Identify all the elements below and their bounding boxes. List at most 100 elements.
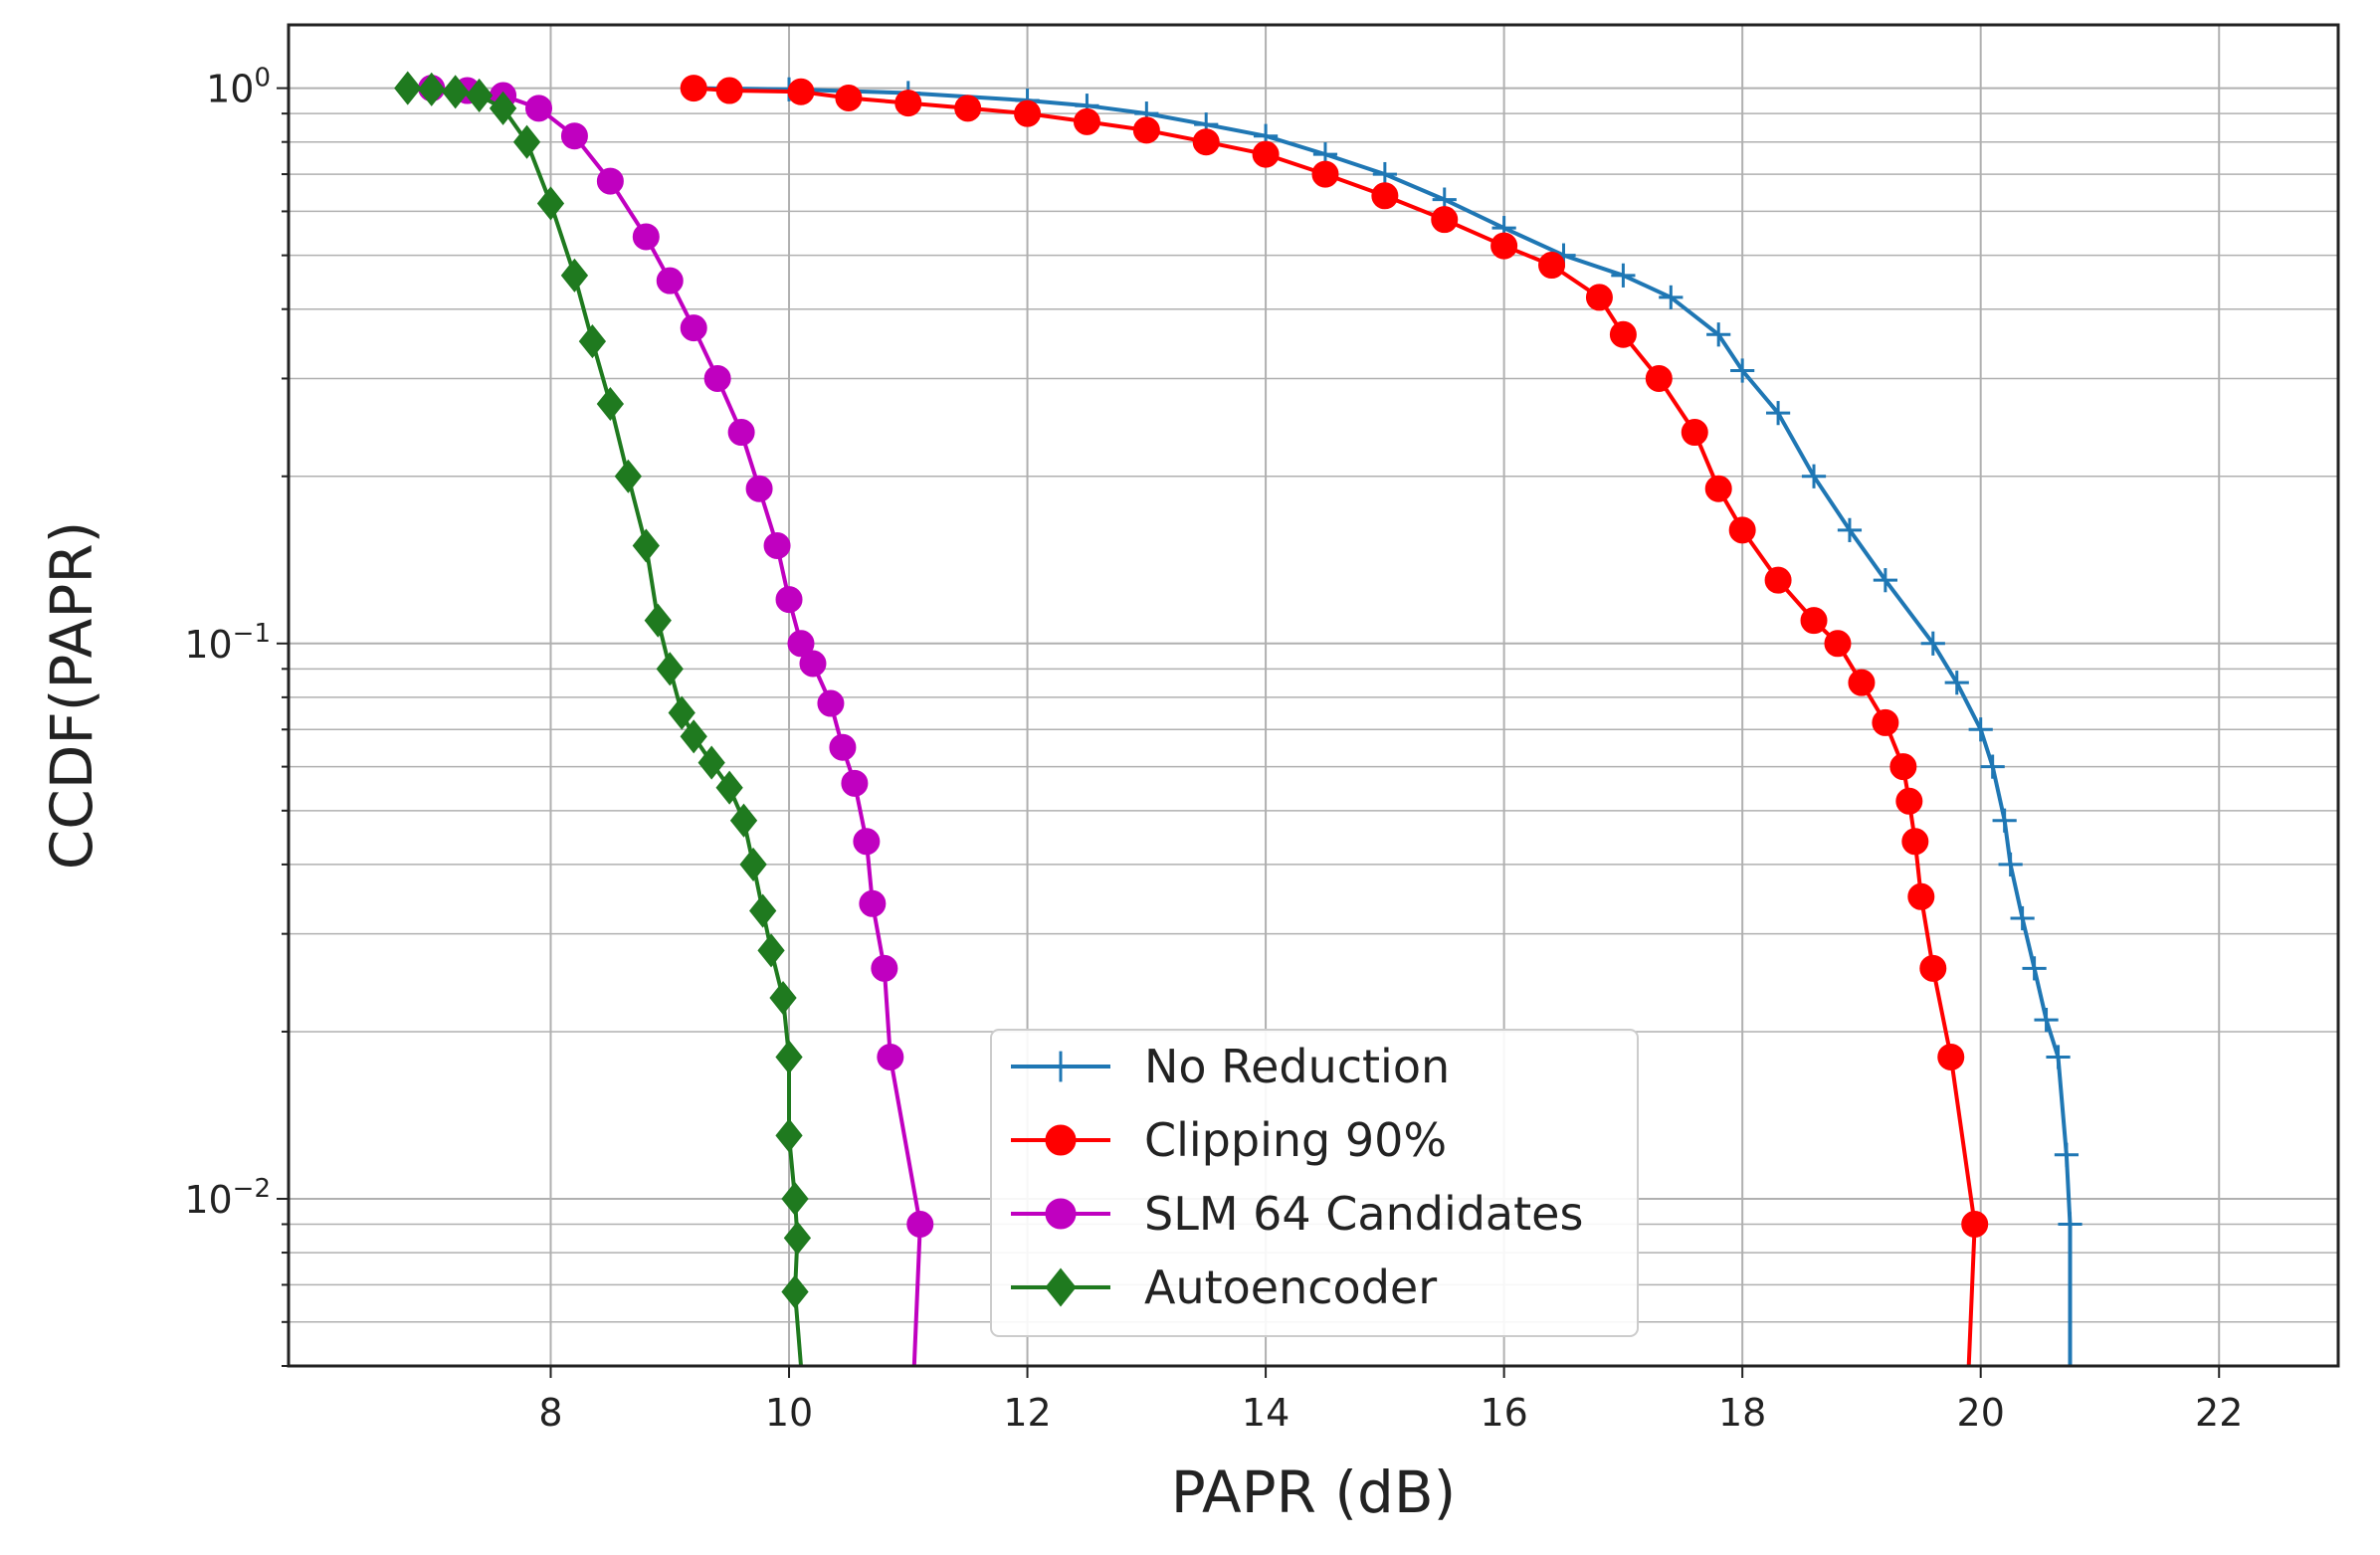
data-point-slm-64-candidates <box>763 531 791 559</box>
data-point-no-reduction <box>1980 754 2005 779</box>
legend-marker-autoencoder <box>1011 1267 1110 1307</box>
data-point-autoencoder <box>536 186 565 221</box>
data-point-slm-64-candidates <box>859 889 887 917</box>
data-point-clipping-90 <box>1848 669 1876 696</box>
series-autoencoder <box>394 71 812 1366</box>
legend-marker-symbol <box>1045 1124 1077 1156</box>
data-point-clipping-90 <box>1681 419 1708 447</box>
series-clipping-90 <box>680 75 1989 1366</box>
data-point-slm-64-candidates <box>703 364 731 392</box>
data-point-clipping-90 <box>1490 232 1518 260</box>
data-point-clipping-90 <box>1901 828 1929 856</box>
legend-marker-symbol <box>1045 1051 1077 1082</box>
data-point-autoencoder <box>749 893 777 928</box>
data-point-no-reduction <box>2058 1212 2082 1237</box>
data-point-slm-64-candidates <box>829 733 857 761</box>
data-point-slm-64-candidates <box>853 828 881 856</box>
data-point-slm-64-candidates <box>745 475 773 502</box>
data-point-clipping-90 <box>835 84 863 111</box>
data-point-slm-64-candidates <box>656 267 684 294</box>
data-point-clipping-90 <box>1073 107 1100 135</box>
data-point-clipping-90 <box>1585 284 1613 311</box>
data-point-slm-64-candidates <box>596 167 624 195</box>
data-point-clipping-90 <box>1919 954 1947 982</box>
data-point-no-reduction <box>1730 358 1755 383</box>
data-point-clipping-90 <box>1937 1043 1965 1070</box>
data-point-no-reduction <box>1998 852 2023 877</box>
data-point-slm-64-candidates <box>680 314 707 342</box>
y-axis-label: CCDF(PAPR) <box>38 521 105 871</box>
data-point-clipping-90 <box>1800 607 1828 635</box>
x-tick-label: 14 <box>1242 1391 1289 1435</box>
data-point-slm-64-candidates <box>877 1043 904 1070</box>
data-point-slm-64-candidates <box>632 223 660 251</box>
legend-marker-slm <box>1011 1198 1110 1230</box>
data-point-autoencoder <box>489 91 517 125</box>
data-point-clipping-90 <box>1704 475 1732 502</box>
data-point-clipping-90 <box>1728 516 1756 544</box>
data-point-clipping-90 <box>1538 252 1566 280</box>
legend-entry-no-reduction: No Reduction <box>1011 1040 1450 1093</box>
data-point-clipping-90 <box>1764 566 1792 594</box>
data-point-no-reduction <box>1944 671 1969 695</box>
data-point-no-reduction <box>2022 956 2047 981</box>
data-point-no-reduction <box>1992 808 2017 833</box>
data-point-slm-64-candidates <box>906 1211 934 1239</box>
data-point-slm-64-candidates <box>787 630 815 658</box>
data-point-clipping-90 <box>1895 787 1923 815</box>
data-point-autoencoder <box>715 770 743 805</box>
data-point-slm-64-candidates <box>799 650 827 678</box>
data-point-no-reduction <box>2034 1008 2059 1033</box>
data-point-autoencoder <box>632 528 660 563</box>
data-point-autoencoder <box>775 1118 803 1153</box>
data-point-clipping-90 <box>1872 708 1899 736</box>
x-tick-label: 16 <box>1480 1391 1527 1435</box>
data-point-no-reduction <box>1372 161 1397 187</box>
data-point-clipping-90 <box>1192 128 1220 156</box>
data-point-no-reduction <box>1837 517 1863 542</box>
data-point-autoencoder <box>680 719 707 754</box>
data-point-autoencoder <box>668 695 695 730</box>
data-point-slm-64-candidates <box>525 95 553 122</box>
data-point-clipping-90 <box>1252 140 1280 168</box>
data-point-slm-64-candidates <box>817 689 845 717</box>
data-point-clipping-90 <box>1431 206 1459 234</box>
data-point-clipping-90 <box>1311 160 1339 188</box>
data-point-clipping-90 <box>954 95 982 122</box>
y-tick-label: 100 <box>206 64 271 111</box>
series-line-no-reduction <box>694 86 2073 1366</box>
series-layer <box>394 71 2082 1366</box>
data-point-clipping-90 <box>1609 320 1637 348</box>
y-tick-label: 10−1 <box>184 619 271 667</box>
y-tick-label: 10−2 <box>184 1174 271 1222</box>
data-point-autoencoder <box>739 847 767 881</box>
data-point-clipping-90 <box>894 90 922 117</box>
data-point-autoencoder <box>596 386 625 422</box>
data-point-clipping-90 <box>1371 182 1399 210</box>
data-point-no-reduction <box>1873 568 1897 593</box>
data-point-clipping-90 <box>1961 1211 1989 1239</box>
data-point-autoencoder <box>781 1181 809 1217</box>
data-point-autoencoder <box>578 324 607 359</box>
data-point-no-reduction <box>1765 401 1791 426</box>
data-point-clipping-90 <box>1014 99 1042 127</box>
data-point-clipping-90 <box>1907 882 1935 910</box>
data-point-autoencoder <box>394 71 422 105</box>
data-point-autoencoder <box>757 933 785 968</box>
x-tick-label: 12 <box>1003 1391 1051 1435</box>
legend: No Reduction Clipping 90% SLM 64 Candida… <box>990 1029 1639 1337</box>
data-point-autoencoder <box>465 78 494 113</box>
legend-label-autoencoder: Autoencoder <box>1144 1261 1437 1314</box>
legend-label-clipping: Clipping 90% <box>1144 1113 1447 1167</box>
legend-marker-no-reduction <box>1011 1051 1110 1082</box>
data-point-clipping-90 <box>1889 753 1917 781</box>
data-point-autoencoder <box>775 1040 803 1074</box>
data-point-clipping-90 <box>787 78 815 105</box>
data-point-autoencoder <box>442 75 470 109</box>
axis-ticks: 8 10 12 14 16 18 20 22 100 10−1 10−2 <box>184 64 2243 1435</box>
data-point-no-reduction <box>1920 631 1945 656</box>
legend-marker-symbol <box>1045 1198 1077 1230</box>
legend-box <box>990 1029 1639 1337</box>
x-axis-label: PAPR (dB) <box>1171 1458 1457 1526</box>
x-tick-label: 18 <box>1718 1391 1766 1435</box>
